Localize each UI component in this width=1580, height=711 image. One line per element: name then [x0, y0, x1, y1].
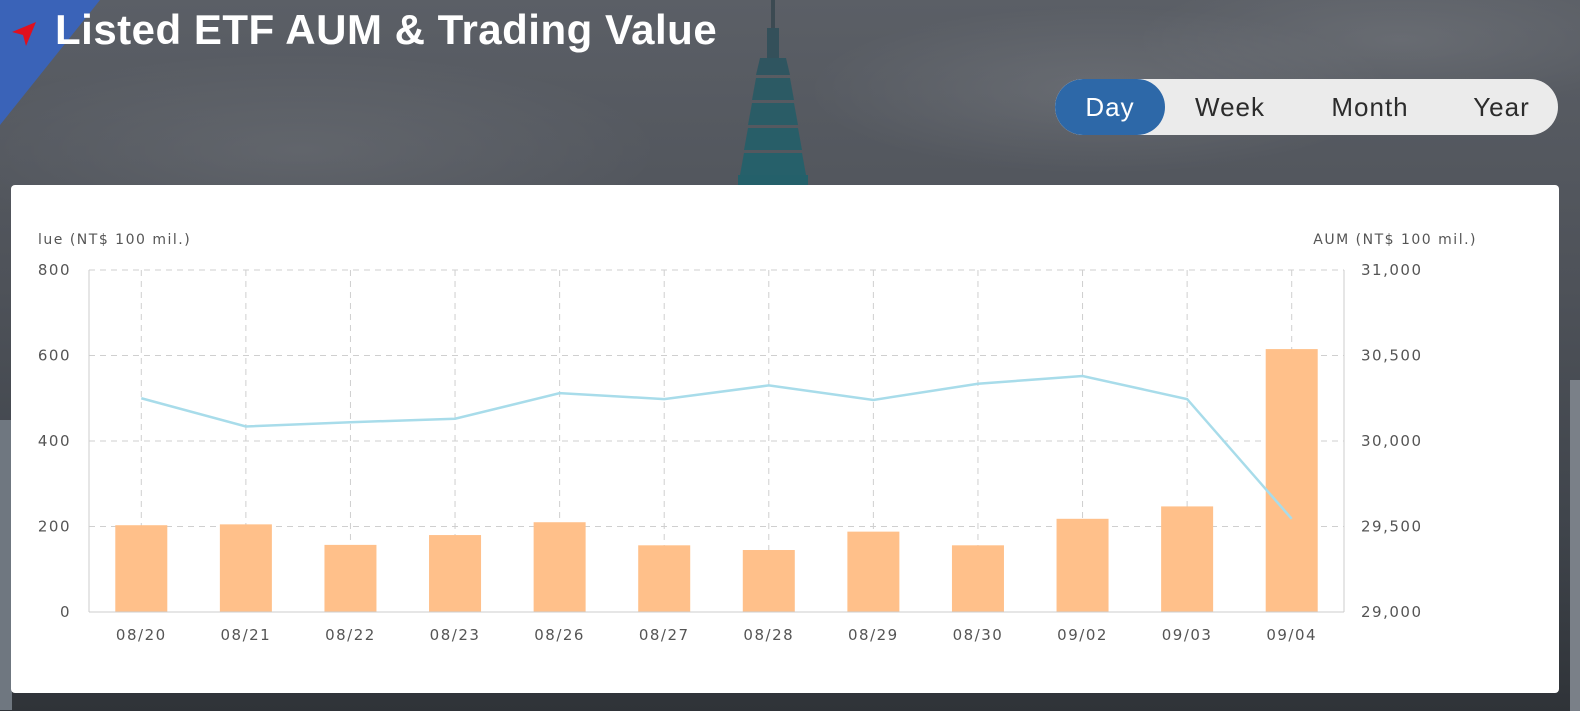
corner-flag — [0, 0, 100, 125]
bar-08/30 — [951, 545, 1004, 612]
tab-day[interactable]: Day — [1055, 79, 1165, 135]
right-tick-label: 29,000 — [1361, 603, 1423, 621]
left-axis-title: lue (NT$ 100 mil.) — [38, 232, 191, 248]
x-tick-label: 08/28 — [743, 626, 794, 644]
bar-08/23 — [429, 535, 482, 612]
left-tick-label: 0 — [60, 603, 71, 621]
grid-lines — [89, 269, 1344, 612]
taipei-101-tower-image — [738, 0, 808, 185]
bar-08/26 — [533, 522, 586, 612]
page-title: Listed ETF AUM & Trading Value — [55, 6, 718, 53]
x-tick-label: 08/29 — [848, 626, 899, 644]
bar-09/02 — [1056, 518, 1109, 612]
x-tick-label: 08/30 — [953, 626, 1004, 644]
x-tick-label: 08/22 — [325, 626, 376, 644]
skyline-right — [1570, 380, 1580, 711]
x-tick-label: 08/23 — [430, 626, 481, 644]
x-tick-label: 08/26 — [534, 626, 585, 644]
right-tick-label: 29,500 — [1361, 518, 1423, 536]
left-tick-label: 600 — [38, 347, 71, 365]
right-axis-title: AUM (NT$ 100 mil.) — [1313, 232, 1477, 248]
bar-09/03 — [1161, 506, 1214, 612]
tab-month[interactable]: Month — [1331, 91, 1409, 122]
x-tick-label: 09/02 — [1057, 626, 1108, 644]
aum-line — [140, 374, 1293, 520]
bar-08/22 — [324, 544, 377, 612]
bar-08/20 — [115, 525, 168, 612]
tab-week[interactable]: Week — [1195, 91, 1265, 122]
bar-08/27 — [638, 545, 691, 612]
right-tick-label: 30,500 — [1361, 347, 1423, 365]
x-tick-label: 08/27 — [639, 626, 690, 644]
x-tick-label: 09/04 — [1266, 626, 1317, 644]
left-tick-label: 200 — [38, 518, 71, 536]
bar-08/21 — [219, 524, 272, 612]
line-series — [140, 374, 1293, 520]
axes: 0 200 400 600 800 29,000 29,500 30,000 30,500 31,… — [38, 261, 1423, 644]
etf-chart: 0 200 400 600 800 29,000 29,500 30,000 30,500 31,… — [38, 232, 1477, 644]
left-tick-label: 400 — [38, 432, 71, 450]
skyline-left — [0, 420, 12, 710]
red-arrow-icon — [12, 22, 36, 46]
x-tick-label: 09/03 — [1162, 626, 1213, 644]
bar-series — [115, 349, 1318, 612]
period-tabs: Day Week Month Year — [1055, 79, 1558, 135]
x-tick-label: 08/20 — [116, 626, 167, 644]
bar-09/04 — [1265, 349, 1318, 612]
right-tick-label: 30,000 — [1361, 432, 1423, 450]
chart-card: 0 200 400 600 800 29,000 29,500 30,000 30,500 31,… — [11, 185, 1559, 693]
bar-08/29 — [847, 531, 900, 612]
tab-year[interactable]: Year — [1473, 91, 1530, 122]
bar-08/28 — [742, 550, 795, 612]
x-tick-label: 08/21 — [221, 626, 272, 644]
left-tick-label: 800 — [38, 261, 71, 279]
right-tick-label: 31,000 — [1361, 261, 1423, 279]
